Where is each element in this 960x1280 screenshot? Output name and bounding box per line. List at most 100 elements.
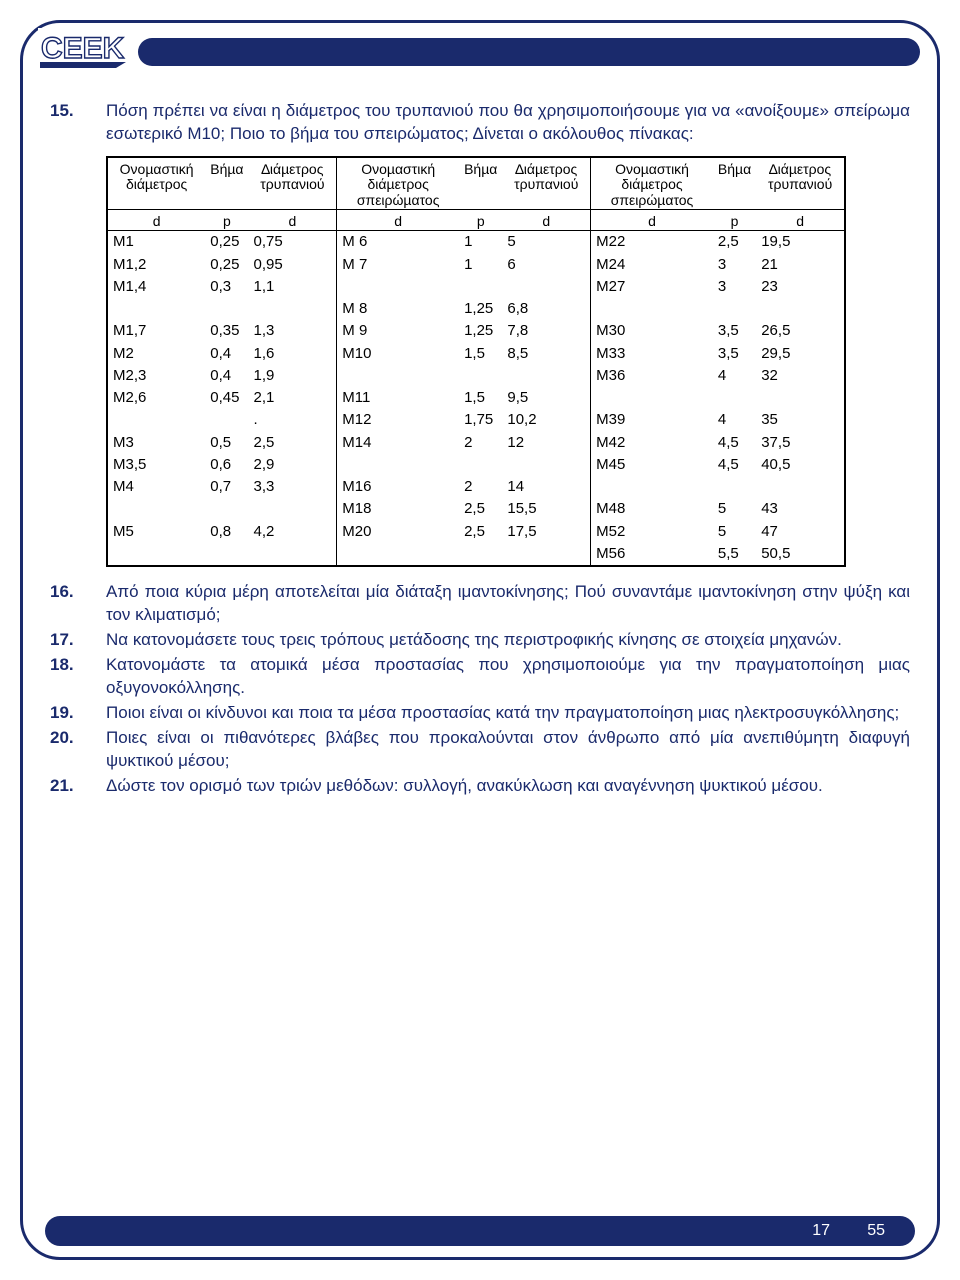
table-row: M40,73,3M16214	[107, 476, 845, 498]
page-total: 55	[850, 1222, 885, 1240]
table-cell: M45	[591, 454, 713, 476]
th: ∆ιάµετρος τρυπανιού	[249, 157, 337, 210]
question-text: Να κατονομάσετε τους τρεις τρόπους μετάδ…	[106, 629, 910, 652]
table-cell: 2,5	[459, 521, 502, 543]
table-cell	[337, 543, 459, 566]
table-cell: 43	[756, 498, 845, 520]
table-cell	[459, 454, 502, 476]
th-sub: d	[756, 210, 845, 231]
th: ∆ιάµετρος τρυπανιού	[502, 157, 590, 210]
table-cell: 14	[502, 476, 590, 498]
table-cell	[459, 365, 502, 387]
table-cell: 7,8	[502, 320, 590, 342]
table-cell: M 9	[337, 320, 459, 342]
table-cell: M33	[591, 343, 713, 365]
table-cell: M14	[337, 432, 459, 454]
question-number: 19.	[50, 702, 106, 725]
question-text: Κατονομάστε τα ατομικά μέσα προστασίας π…	[106, 654, 910, 700]
question-19: 19. Ποιοι είναι οι κίνδυνοι και ποια τα …	[50, 702, 910, 725]
table-cell: M30	[591, 320, 713, 342]
table-row: .M121,7510,2M39435	[107, 409, 845, 431]
table-cell: 0,75	[249, 231, 337, 254]
table-cell: M1,2	[107, 254, 205, 276]
table-cell: 50,5	[756, 543, 845, 566]
table-cell: 0,6	[205, 454, 248, 476]
question-20: 20. Ποιες είναι οι πιθανότερες βλάβες πο…	[50, 727, 910, 773]
question-18: 18. Κατονομάστε τα ατομικά μέσα προστασί…	[50, 654, 910, 700]
table-row: M182,515,5M48543	[107, 498, 845, 520]
table-cell	[249, 543, 337, 566]
table-cell: 1	[459, 231, 502, 254]
table-cell: M20	[337, 521, 459, 543]
table-cell: 21	[756, 254, 845, 276]
th-sub: d	[249, 210, 337, 231]
table-cell: 35	[756, 409, 845, 431]
table-row: M10,250,75M 615M222,519,5	[107, 231, 845, 254]
table-cell: .	[249, 409, 337, 431]
question-number: 21.	[50, 775, 106, 798]
footer-bar: 17 55	[45, 1216, 915, 1246]
table-cell	[591, 476, 713, 498]
header-bar	[138, 38, 920, 66]
table-cell: 1,9	[249, 365, 337, 387]
table-cell: M3,5	[107, 454, 205, 476]
table-cell	[205, 543, 248, 566]
table-cell	[337, 276, 459, 298]
table-cell: M1,7	[107, 320, 205, 342]
table-cell: 4	[713, 365, 756, 387]
table-cell: 9,5	[502, 387, 590, 409]
table-row: M1,40,31,1M27323	[107, 276, 845, 298]
question-17: 17. Να κατονομάσετε τους τρεις τρόπους μ…	[50, 629, 910, 652]
table-cell	[713, 387, 756, 409]
table-cell: 0,95	[249, 254, 337, 276]
table-cell: 0,45	[205, 387, 248, 409]
table-cell: 3	[713, 276, 756, 298]
table-cell	[713, 298, 756, 320]
table-cell	[591, 298, 713, 320]
table-row: M2,60,452,1M111,59,5	[107, 387, 845, 409]
table-cell: 6	[502, 254, 590, 276]
table-cell: 8,5	[502, 343, 590, 365]
table-cell: 29,5	[756, 343, 845, 365]
table-cell: 2	[459, 432, 502, 454]
table-row: M20,41,6M101,58,5M333,529,5	[107, 343, 845, 365]
table-cell: 6,8	[502, 298, 590, 320]
svg-text:CEEK: CEEK	[41, 32, 125, 65]
table-cell	[107, 409, 205, 431]
table-cell: 19,5	[756, 231, 845, 254]
table-cell: M10	[337, 343, 459, 365]
question-text: Από ποια κύρια μέρη αποτελείται μία διάτ…	[106, 581, 910, 627]
table-cell: 1,6	[249, 343, 337, 365]
content-area: 15. Πόση πρέπει να είναι η διάμετρος του…	[50, 100, 910, 1200]
table-cell	[756, 387, 845, 409]
table-cell: 2	[459, 476, 502, 498]
table-cell: 47	[756, 521, 845, 543]
th: Βήµα	[713, 157, 756, 210]
table-cell: 4	[713, 409, 756, 431]
table-body: M10,250,75M 615M222,519,5M1,20,250,95M 7…	[107, 231, 845, 566]
question-number: 20.	[50, 727, 106, 773]
table-cell	[107, 498, 205, 520]
table-cell	[249, 298, 337, 320]
table-cell: M16	[337, 476, 459, 498]
table-row: M50,84,2M202,517,5M52547	[107, 521, 845, 543]
table-cell	[107, 298, 205, 320]
table-cell: 1	[459, 254, 502, 276]
table-cell: 0,7	[205, 476, 248, 498]
table-cell: 5	[502, 231, 590, 254]
table-cell	[502, 276, 590, 298]
table-cell: M1,4	[107, 276, 205, 298]
th: Ονοµαστική διάµετρος σπειρώµατος	[591, 157, 713, 210]
table-cell	[205, 409, 248, 431]
question-number: 15.	[50, 100, 106, 146]
table-cell: M39	[591, 409, 713, 431]
question-16: 16. Από ποια κύρια μέρη αποτελείται μία …	[50, 581, 910, 627]
table-cell: 1,5	[459, 343, 502, 365]
table-cell: 3,5	[713, 343, 756, 365]
table-cell: M18	[337, 498, 459, 520]
table-cell	[756, 476, 845, 498]
question-text: Ποιες είναι οι πιθανότερες βλάβες που πρ…	[106, 727, 910, 773]
table-row: M2,30,41,9M36432	[107, 365, 845, 387]
table-cell: 0,8	[205, 521, 248, 543]
table-cell: M1	[107, 231, 205, 254]
